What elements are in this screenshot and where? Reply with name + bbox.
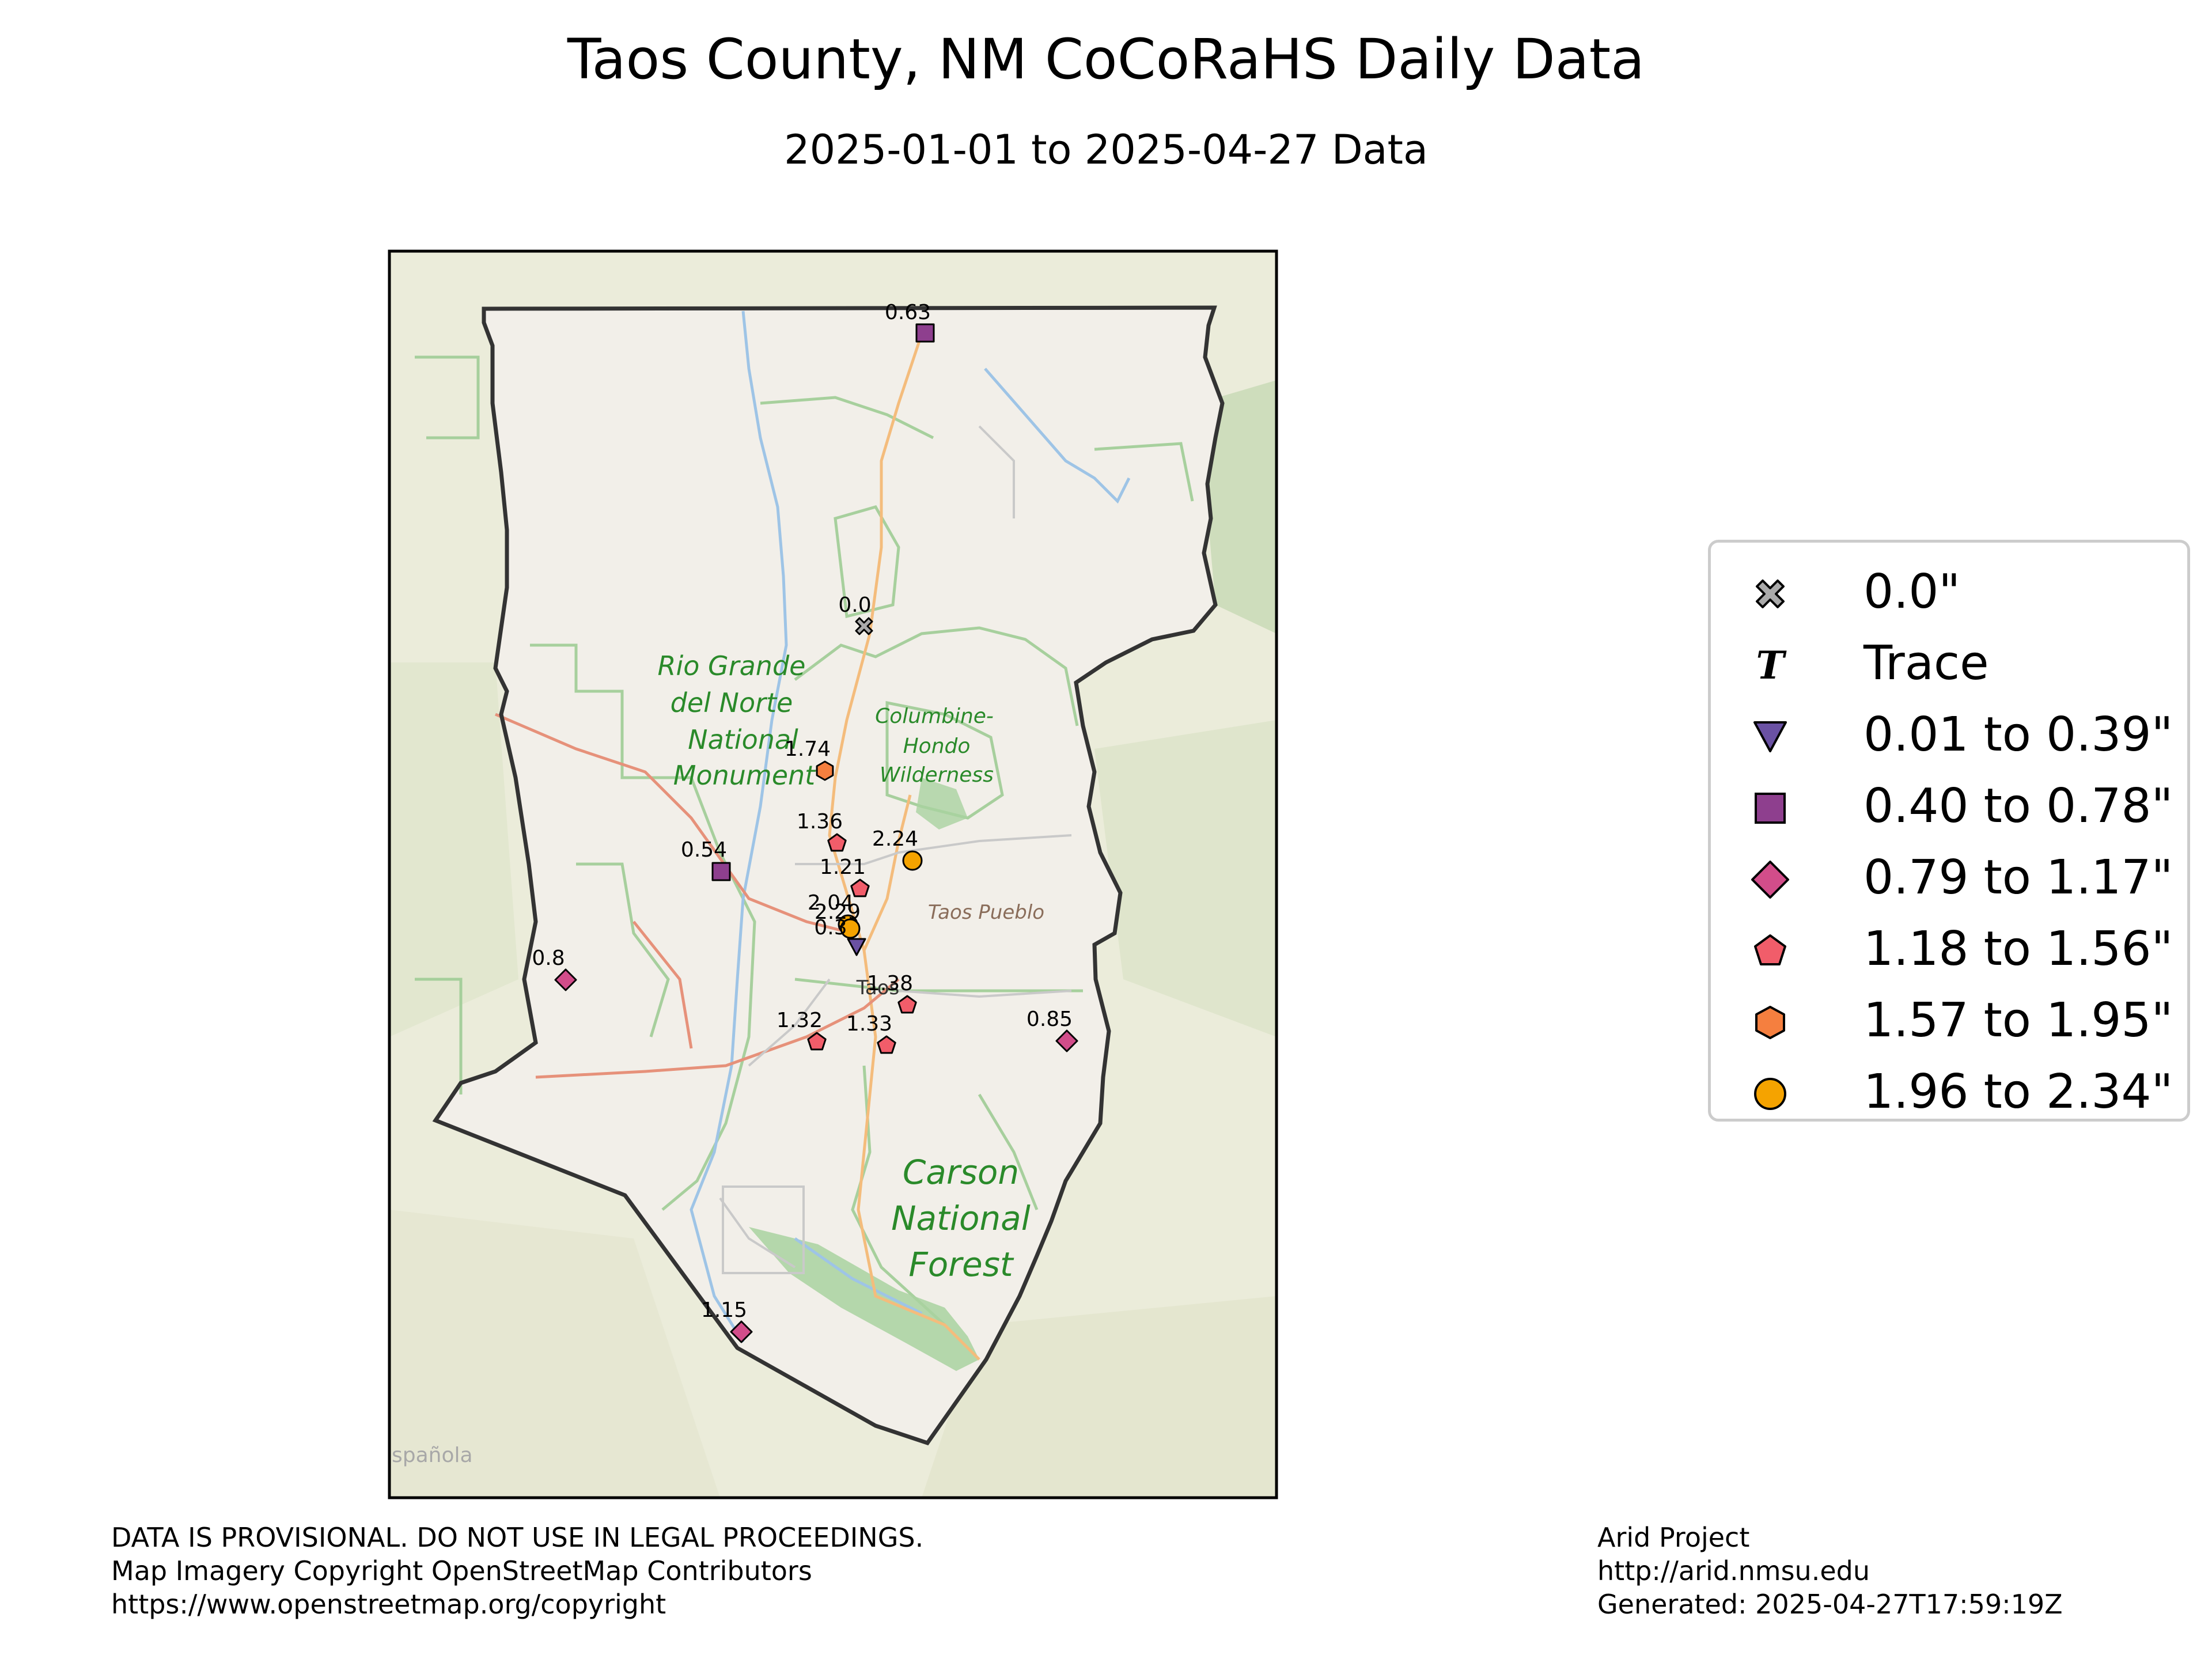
legend-item: 0.0" [1711, 556, 2187, 626]
station-marker [902, 850, 923, 871]
station-value-label: 1.21 [820, 855, 866, 879]
protected-area-boundaries [415, 355, 1194, 1326]
station-value-label: 1.33 [846, 1012, 892, 1036]
station-value-label: 1.74 [785, 737, 831, 761]
copyright-link: https://www.openstreetmap.org/copyright [111, 1589, 666, 1620]
county-fill [435, 308, 1222, 1443]
station-value-label: 0.54 [681, 838, 727, 862]
legend-item: 0.01 to 0.39" [1711, 699, 2187, 768]
stations-layer: 0.63 0.0 1.74 1.36 2.24 0.54 1.21 2.042.290.3 0.… [532, 301, 1078, 1343]
station-value-label: 1.38 [867, 972, 913, 995]
legend: 0.0" T Trace 0.01 to 0.39" 0.40 to 0.78"… [1708, 540, 2190, 1122]
legend-item: 1.18 to 1.56" [1711, 914, 2187, 983]
map-label: Forest [908, 1245, 1014, 1284]
footer-right: Arid Project http://arid.nmsu.edu Genera… [1597, 1521, 2063, 1621]
legend-label: 1.18 to 1.56" [1863, 922, 2173, 976]
station-value-label: 0.8 [532, 946, 565, 970]
station-marker [847, 938, 866, 956]
station-value-label: 0.63 [885, 301, 931, 324]
legend-item: T Trace [1711, 628, 2187, 697]
square-icon [1755, 793, 1786, 824]
hexagon-icon [1755, 1006, 1785, 1039]
station-marker [915, 323, 935, 343]
rivers [690, 310, 1131, 1343]
place-labels: Rio Grande del Norte National Monument C… [392, 650, 1044, 1467]
station-value-label: 0.85 [1027, 1007, 1073, 1031]
legend-label: Trace [1863, 636, 1989, 691]
station-value-label: 1.15 [701, 1298, 747, 1322]
map-title: Taos County, NM CoCoRaHS Daily Data [567, 27, 1645, 92]
circle-icon [1754, 1078, 1786, 1110]
station-value-label: 2.29 [815, 900, 861, 924]
station-marker [554, 968, 577, 991]
map-label: Rio Grande [658, 650, 806, 681]
map-label: spañola [392, 1444, 473, 1467]
svg-text:T: T [1756, 645, 1787, 685]
station-marker [711, 862, 731, 881]
legend-item: 0.79 to 1.17" [1711, 842, 2187, 911]
basemap: Rio Grande del Norte National Monument C… [389, 251, 1277, 1498]
map-subtitle: 2025-01-01 to 2025-04-27 Data [784, 126, 1428, 173]
minor-roads [719, 425, 1072, 1274]
map-label: Hondo [903, 734, 971, 758]
map-label: National [891, 1199, 1031, 1238]
station-marker [855, 617, 873, 635]
pentagon-icon [1754, 934, 1786, 965]
map-label: Taos [856, 976, 900, 999]
t-letter-icon: T [1756, 645, 1787, 685]
station-value-label: 1.32 [777, 1009, 823, 1032]
station-marker [816, 760, 834, 781]
map-label: Monument [673, 760, 816, 791]
station-value-label: 2.04 [808, 891, 854, 915]
diamond-icon [1751, 861, 1789, 899]
station-marker [827, 833, 847, 852]
project-name: Arid Project [1597, 1522, 1750, 1553]
station-value-label: 2.24 [872, 827, 918, 851]
legend-item: 1.96 to 2.34" [1711, 1056, 2187, 1126]
generated-timestamp: Generated: 2025-04-27T17:59:19Z [1597, 1589, 2063, 1620]
station-value-label: 1.36 [797, 810, 843, 834]
station-marker [897, 995, 917, 1014]
station-value-label: 0.0 [838, 593, 871, 617]
station-marker [877, 1035, 896, 1054]
map-label: Carson [903, 1153, 1019, 1192]
legend-item: 0.40 to 0.78" [1711, 771, 2187, 840]
station-marker [730, 1320, 753, 1343]
station-value-label: 0.3 [814, 916, 847, 940]
x-cross-icon [1756, 579, 1785, 608]
map-label: Wilderness [880, 763, 994, 787]
legend-label: 0.01 to 0.39" [1863, 707, 2173, 762]
station-marker [1055, 1029, 1078, 1052]
station-marker [840, 918, 861, 939]
map-label: Taos Pueblo [928, 901, 1044, 924]
legend-label: 1.57 to 1.95" [1863, 993, 2173, 1048]
legend-label: 0.0" [1863, 565, 1961, 619]
station-marker [807, 1032, 827, 1051]
station-marker [850, 878, 870, 897]
footer-left: DATA IS PROVISIONAL. DO NOT USE IN LEGAL… [111, 1521, 923, 1621]
legend-label: 1.96 to 2.34" [1863, 1065, 2173, 1119]
map-label: del Norte [671, 687, 793, 718]
disclaimer-text: DATA IS PROVISIONAL. DO NOT USE IN LEGAL… [111, 1522, 924, 1553]
map-frame [388, 249, 1278, 1499]
county-boundary [432, 305, 1225, 1446]
legend-label: 0.79 to 1.17" [1863, 850, 2173, 905]
imagery-credit: Map Imagery Copyright OpenStreetMap Cont… [111, 1555, 812, 1586]
legend-label: 0.40 to 0.78" [1863, 779, 2173, 834]
map-label: Columbine- [875, 704, 994, 728]
triangle-down-icon [1753, 721, 1787, 752]
map-label: National [688, 724, 798, 755]
legend-item: 1.57 to 1.95" [1711, 985, 2187, 1054]
project-link: http://arid.nmsu.edu [1597, 1555, 1870, 1586]
